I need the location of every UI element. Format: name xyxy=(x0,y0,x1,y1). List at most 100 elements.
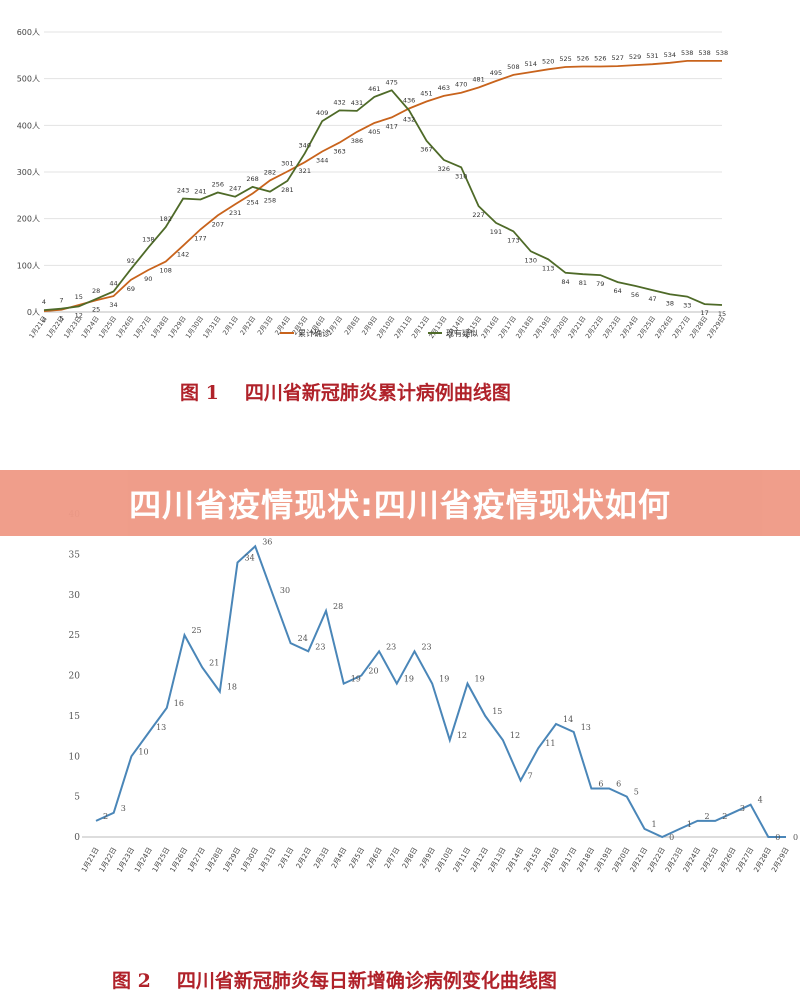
data-label: 529 xyxy=(629,53,641,61)
series-line-2 xyxy=(43,89,723,311)
data-label: 470 xyxy=(455,81,467,89)
y-tick-label: 600人 xyxy=(17,28,40,37)
figure1-caption: 图 1 四川省新冠肺炎累计病例曲线图 xyxy=(180,378,511,405)
data-label: 113 xyxy=(542,264,554,272)
data-label: 44 xyxy=(109,279,117,287)
data-label: 207 xyxy=(212,220,224,228)
data-label: 12 xyxy=(457,731,467,740)
data-label: 108 xyxy=(159,267,171,275)
data-label: 84 xyxy=(561,278,569,286)
data-label: 17 xyxy=(700,309,708,317)
data-label: 514 xyxy=(525,60,537,68)
data-label: 13 xyxy=(156,723,166,732)
data-label: 243 xyxy=(177,187,189,195)
data-label: 461 xyxy=(368,85,380,93)
figure2-caption: 图 2 四川省新冠肺炎每日新增确诊病例变化曲线图 xyxy=(112,966,557,993)
y-tick-label: 15 xyxy=(69,712,81,722)
data-label: 451 xyxy=(420,90,432,98)
figure1-number: 图 1 xyxy=(180,382,219,404)
x-tick-label: 2月9日 xyxy=(418,846,436,870)
legend-label-1: 累计确诊 xyxy=(298,328,330,338)
cumulative-cases-chart: 0人100人200人300人400人500人600人1月21日1月22日1月23… xyxy=(17,28,728,340)
data-label: 81 xyxy=(579,279,587,287)
data-label: 5 xyxy=(59,315,63,323)
x-tick-label: 2月3日 xyxy=(312,846,330,870)
data-label: 25 xyxy=(191,626,201,635)
data-label: 463 xyxy=(438,84,450,92)
y-tick-label: 500人 xyxy=(17,75,40,84)
data-label: 33 xyxy=(683,302,691,310)
data-label: 431 xyxy=(351,99,363,107)
data-label: 6 xyxy=(616,780,621,789)
y-tick-label: 100人 xyxy=(17,261,40,270)
figure2-number: 图 2 xyxy=(112,970,151,992)
data-label: 247 xyxy=(229,185,241,193)
data-label: 30 xyxy=(280,586,290,595)
data-label: 173 xyxy=(507,236,519,244)
y-tick-label: 400人 xyxy=(17,121,40,130)
data-label: 508 xyxy=(507,63,519,71)
legend-label-2: 现有疑似 xyxy=(446,328,478,338)
data-label: 538 xyxy=(716,49,728,57)
figure1-title: 四川省新冠肺炎累计病例曲线图 xyxy=(244,382,511,404)
data-label: 3 xyxy=(740,804,745,813)
data-label: 538 xyxy=(681,49,693,57)
data-label: 386 xyxy=(351,137,363,145)
y-tick-label: 10 xyxy=(69,752,81,762)
data-label: 310 xyxy=(455,172,467,180)
data-label: 0 xyxy=(793,833,798,842)
data-label: 363 xyxy=(333,148,345,156)
x-tick-label: 2月6日 xyxy=(365,846,383,870)
data-label: 538 xyxy=(698,49,710,57)
data-label: 23 xyxy=(315,642,325,651)
data-label: 4 xyxy=(42,298,46,306)
data-label: 19 xyxy=(351,675,361,684)
data-label: 2 xyxy=(722,812,727,821)
data-label: 2 xyxy=(103,812,108,821)
y-tick-label: 200人 xyxy=(17,215,40,224)
data-label: 525 xyxy=(559,55,571,63)
data-label: 12 xyxy=(510,731,520,740)
data-label: 326 xyxy=(438,165,450,173)
data-label: 90 xyxy=(144,275,152,283)
y-tick-label: 0 xyxy=(74,833,80,843)
y-tick-label: 0人 xyxy=(27,308,40,317)
x-tick-label: 2月8日 xyxy=(401,846,419,870)
data-label: 23 xyxy=(386,642,396,651)
y-tick-label: 35 xyxy=(69,550,81,560)
x-tick-label: 2月7日 xyxy=(383,846,401,870)
data-label: 28 xyxy=(333,602,343,611)
data-label: 1 xyxy=(687,820,692,829)
data-label: 417 xyxy=(385,122,397,130)
data-label: 13 xyxy=(581,723,591,732)
data-label: 534 xyxy=(664,51,676,59)
data-label: 92 xyxy=(127,257,135,265)
series-line-1 xyxy=(43,60,722,312)
data-label: 19 xyxy=(439,675,449,684)
data-label: 2 xyxy=(705,812,710,821)
data-label: 24 xyxy=(298,634,308,643)
data-label: 11 xyxy=(545,739,555,748)
data-label: 69 xyxy=(127,285,135,293)
data-label: 526 xyxy=(577,55,589,63)
data-label: 405 xyxy=(368,128,380,136)
y-tick-label: 5 xyxy=(74,793,80,803)
data-label: 2 xyxy=(42,316,46,324)
data-label: 0 xyxy=(669,833,674,842)
data-label: 3 xyxy=(121,804,126,813)
data-label: 18 xyxy=(227,683,237,692)
data-label: 301 xyxy=(281,160,293,168)
data-label: 527 xyxy=(611,54,623,62)
figure2-title: 四川省新冠肺炎每日新增确诊病例变化曲线图 xyxy=(176,970,557,992)
data-label: 47 xyxy=(648,295,656,303)
y-tick-label: 25 xyxy=(69,631,81,641)
data-label: 14 xyxy=(563,715,573,724)
x-tick-label: 2月4日 xyxy=(330,846,348,870)
data-label: 241 xyxy=(194,188,206,196)
data-label: 436 xyxy=(403,97,415,105)
data-label: 5 xyxy=(634,788,639,797)
y-tick-label: 300人 xyxy=(17,168,40,177)
data-label: 268 xyxy=(246,175,258,183)
data-label: 531 xyxy=(646,52,658,60)
